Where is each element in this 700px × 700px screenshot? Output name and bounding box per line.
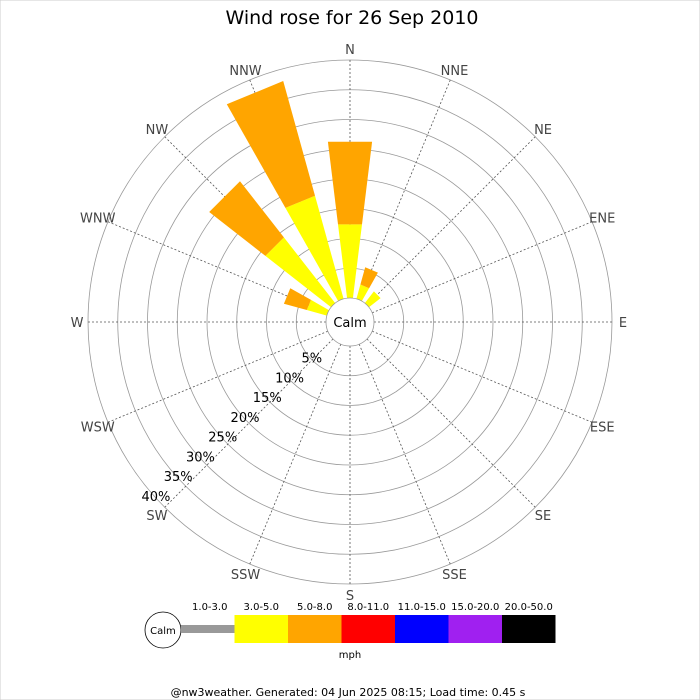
direction-label-sw: SW <box>146 509 167 524</box>
legend-bin-label: 15.0-20.0 <box>451 602 499 613</box>
direction-label-sse: SSE <box>442 568 467 583</box>
bar-n-5.0-8.0 <box>327 141 373 225</box>
direction-label-ne: NE <box>534 123 552 138</box>
speed-legend: Calm 1.0-3.0 3.0-5.0 5.0-8.0 8.0-11.0 11.0-1… <box>144 602 556 661</box>
direction-label-ene: ENE <box>589 212 615 227</box>
direction-label-nne: NNE <box>441 64 469 79</box>
direction-label-wsw: WSW <box>81 420 115 435</box>
legend-units: mph <box>339 650 361 661</box>
legend-swatch <box>341 615 395 643</box>
bar-nnw-5.0-8.0 <box>226 81 315 208</box>
bar-wnw-5.0-8.0 <box>283 288 311 310</box>
calm-label: Calm <box>333 316 366 331</box>
bar-n-3.0-5.0 <box>338 224 362 299</box>
percent-label: 35% <box>164 470 193 485</box>
percent-label: 10% <box>275 371 304 386</box>
calm-circle <box>325 297 375 347</box>
bar-nw-5.0-8.0 <box>209 181 284 256</box>
percent-label: 5% <box>301 352 322 367</box>
direction-label-nnw: NNW <box>229 64 261 79</box>
legend-swatch <box>502 615 556 643</box>
legend-bin-label: 8.0-11.0 <box>347 602 389 613</box>
legend-swatch <box>395 615 449 643</box>
legend-bin-label: 3.0-5.0 <box>244 602 279 613</box>
direction-label-ssw: SSW <box>231 568 261 583</box>
direction-label-s: S <box>346 589 354 604</box>
bar-ne-3.0-5.0 <box>364 291 381 308</box>
legend-bin-label: 5.0-8.0 <box>297 602 332 613</box>
legend-calm-label: Calm <box>150 626 176 637</box>
bar-nnw-3.0-5.0 <box>285 195 344 302</box>
percent-labels: 5% 10% 15% 20% 25% 30% 35% 40% <box>142 352 323 505</box>
percent-label: 30% <box>186 450 215 465</box>
wind-bars <box>209 81 381 316</box>
direction-label-w: W <box>71 316 84 331</box>
percent-label: 20% <box>231 411 260 426</box>
legend-bin-label: 20.0-50.0 <box>505 602 553 613</box>
bar-nne-3.0-5.0 <box>356 284 370 302</box>
direction-labels: N NNE NE ENE E ESE SE SSE S SSW SW WSW W WNW NW NNW <box>71 43 628 604</box>
direction-label-ese: ESE <box>590 420 615 435</box>
percent-label: 15% <box>253 391 282 406</box>
direction-label-se: SE <box>535 509 551 524</box>
bar-wnw-3.0-5.0 <box>306 299 330 316</box>
legend-swatch <box>181 625 235 633</box>
percent-label: 25% <box>208 431 237 446</box>
direction-label-n: N <box>345 43 355 58</box>
legend-swatch <box>288 615 342 643</box>
legend-bins: 1.0-3.0 3.0-5.0 5.0-8.0 8.0-11.0 11.0-15.0 15… <box>181 602 556 643</box>
calm-center: Calm <box>325 297 375 347</box>
legend-bin-label: 1.0-3.0 <box>192 602 227 613</box>
footer-text: @nw3weather. Generated: 04 Jun 2025 08:1… <box>171 686 526 699</box>
percent-label: 40% <box>142 490 171 505</box>
legend-swatch <box>448 615 502 643</box>
bar-nne-5.0-8.0 <box>360 267 378 289</box>
chart-title: Wind rose for 26 Sep 2010 <box>225 7 478 29</box>
direction-label-nw: NW <box>146 123 169 138</box>
bar-nw-3.0-5.0 <box>265 237 336 308</box>
direction-label-wnw: WNW <box>80 212 116 227</box>
legend-swatch <box>234 615 288 643</box>
direction-label-e: E <box>619 316 627 331</box>
legend-bin-label: 11.0-15.0 <box>398 602 446 613</box>
grid-ring <box>147 119 553 525</box>
